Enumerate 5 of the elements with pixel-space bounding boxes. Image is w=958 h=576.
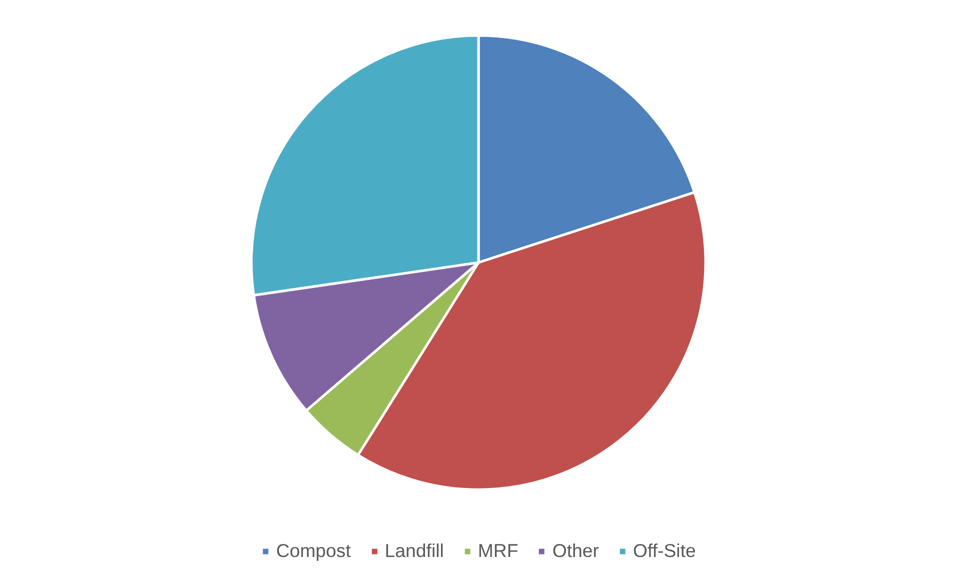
legend-label: Off-Site <box>632 540 696 562</box>
legend-label: Compost <box>276 540 351 562</box>
legend-label: Landfill <box>384 540 444 562</box>
legend-label: MRF <box>478 540 518 562</box>
legend-label: Other <box>552 540 599 562</box>
